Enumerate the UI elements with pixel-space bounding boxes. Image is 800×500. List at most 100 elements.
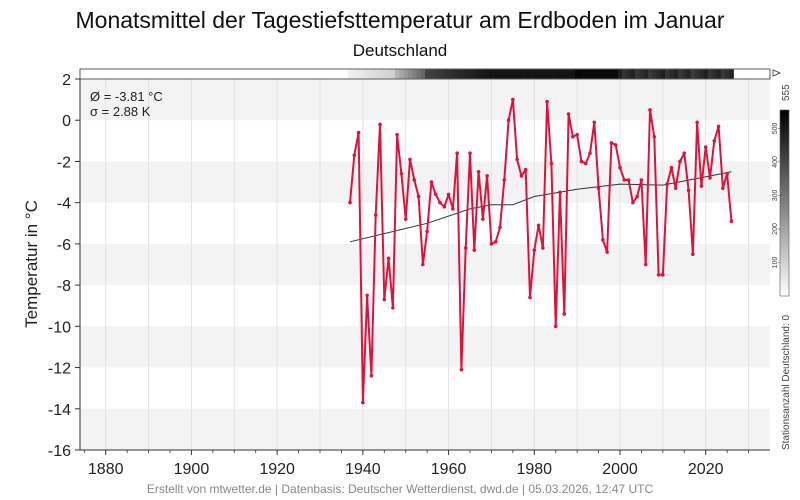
data-point (476, 169, 481, 174)
data-point (378, 122, 382, 127)
strip-cell (373, 69, 379, 79)
data-point (549, 161, 554, 166)
strip-cell (480, 69, 486, 79)
data-point (721, 186, 725, 191)
data-point (485, 174, 489, 178)
data-point (558, 190, 562, 195)
strip-cell (626, 69, 632, 79)
strip-cell (472, 69, 477, 79)
y-tick-label: -8 (57, 278, 71, 295)
y-axis-label: Temperatur in °C (22, 200, 41, 328)
data-point (463, 246, 468, 250)
strip-cell (549, 69, 554, 79)
strip-cell (686, 69, 692, 79)
data-point (725, 172, 729, 176)
strip-cell (442, 69, 447, 79)
y-tick-label: -14 (48, 402, 71, 419)
strip-cell (699, 69, 704, 79)
band (80, 79, 770, 121)
strip-cell (553, 69, 559, 79)
strip-cell (600, 69, 606, 79)
x-ticks: 1880 1900 1920 1940 1960 1980 2000 2020 (83, 450, 749, 478)
strip-cell (639, 69, 644, 79)
data-point (481, 217, 485, 221)
data-series (348, 97, 734, 405)
data-point (673, 186, 678, 191)
data-point (699, 184, 704, 188)
x-tick-label: 1980 (516, 461, 552, 478)
data-point (626, 178, 631, 182)
strip-cell (557, 69, 563, 79)
data-point (421, 262, 425, 267)
data-point (609, 141, 614, 145)
colorbar-caption: Stationsanzahl Deutschland: 0 (781, 314, 792, 450)
y-tick-label: 2 (62, 72, 71, 89)
strip-cell (725, 69, 730, 79)
data-point (498, 225, 502, 230)
data-point (459, 367, 464, 372)
strip-cell (562, 69, 567, 79)
data-point (691, 252, 695, 256)
x-tick-label: 2020 (688, 461, 724, 478)
data-point (541, 246, 545, 250)
strip-cell (566, 69, 572, 79)
strip-cell (356, 69, 362, 79)
strip-cell (720, 69, 726, 79)
data-point (571, 134, 575, 139)
station-colorbar (779, 109, 790, 297)
strip-cell (450, 69, 456, 79)
strip-cell (437, 69, 443, 79)
colorbar-tick-label: 100 (772, 257, 779, 269)
data-point (399, 172, 404, 176)
footer-credits: Erstellt von mtwetter.de | Datenbasis: D… (147, 482, 654, 496)
strip-cell (386, 69, 392, 79)
x-tick-label: 1940 (345, 461, 381, 478)
data-point (382, 297, 387, 302)
strip-cell (352, 69, 357, 79)
data-point (365, 293, 369, 298)
data-point (373, 213, 378, 217)
data-point (631, 200, 635, 205)
strip-cell (476, 69, 482, 79)
data-point (678, 159, 682, 164)
series-line (349, 98, 733, 404)
y-tick-label: 0 (62, 113, 71, 130)
data-point (429, 180, 434, 184)
data-point (635, 194, 639, 199)
chart-subtitle: Deutschland (353, 41, 448, 60)
strip-cell (673, 69, 679, 79)
strip-cell (660, 69, 666, 79)
strip-cell (489, 69, 494, 79)
data-point (605, 250, 609, 254)
strip-cell (536, 69, 542, 79)
strip-cell (703, 69, 709, 79)
strip-cell (403, 69, 409, 79)
strip-cell (455, 69, 460, 79)
data-point (575, 132, 579, 137)
data-point (416, 194, 421, 199)
strip-cell (377, 69, 383, 79)
data-point (695, 120, 699, 125)
x-tick-label: 1960 (431, 461, 467, 478)
strip-cell (707, 69, 713, 79)
y-tick-label: -2 (57, 154, 71, 171)
strip-cell (592, 69, 597, 79)
data-point (729, 219, 734, 224)
data-point (391, 305, 395, 310)
strip-cell (596, 69, 602, 79)
strip-cell (605, 69, 610, 79)
data-point (425, 229, 429, 234)
strip-cell (493, 69, 499, 79)
strip-cell (416, 69, 422, 79)
trend-line (349, 171, 732, 243)
strip-cell (467, 69, 473, 79)
data-point (716, 124, 721, 129)
y-tick-label: -10 (48, 319, 71, 336)
data-point (493, 240, 498, 244)
data-point (442, 204, 447, 209)
data-point (528, 295, 532, 300)
strip-cell (695, 69, 700, 79)
stat-sigma: σ = 2.88 K (90, 104, 151, 119)
data-point (352, 153, 357, 158)
strip-cell (395, 69, 400, 79)
